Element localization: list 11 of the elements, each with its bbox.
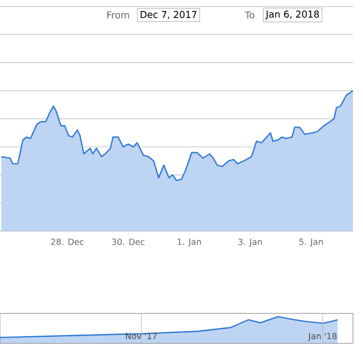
text: From (107, 11, 130, 19)
x-tick-label: 30. Dec (112, 238, 144, 246)
text: To (244, 11, 254, 19)
x-tick-label: 1. Jan (178, 238, 201, 246)
x-tick-label: 28. Dec (51, 238, 84, 246)
x-tick-label: Jan '18 (308, 332, 337, 341)
x-tick-label: Nov '17 (126, 332, 157, 340)
x-tick-label: 5. Jan (299, 238, 323, 246)
text: Dec 7, 2017 (140, 10, 196, 20)
x-tick-label: 3. Jan (238, 238, 262, 247)
text: Jan 6, 2018 (265, 10, 319, 20)
